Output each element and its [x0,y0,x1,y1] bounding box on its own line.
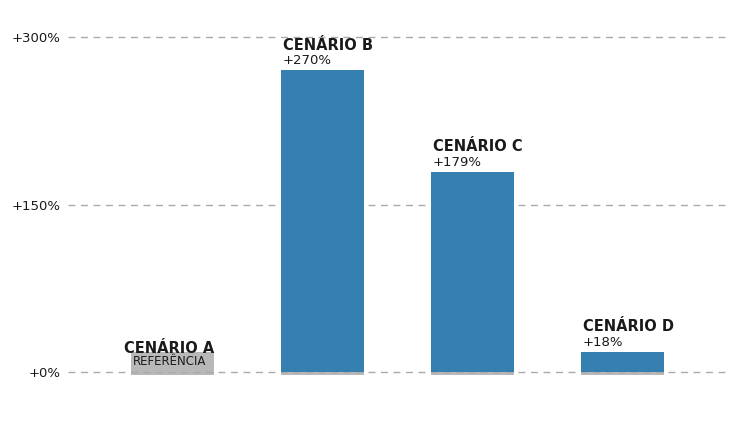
Bar [131,352,214,375]
Bar [581,352,664,375]
Text: CENÁRIO A: CENÁRIO A [124,341,214,357]
Text: +179%: +179% [433,156,482,169]
Bar [431,352,514,375]
Bar [281,352,364,375]
Text: CENÁRIO C: CENÁRIO C [433,139,523,154]
Text: +270%: +270% [283,54,332,67]
Text: REFERÊNCIA: REFERÊNCIA [133,354,206,368]
Text: +18%: +18% [583,335,623,349]
Bar [281,70,364,372]
Text: CENÁRIO B: CENÁRIO B [283,38,373,53]
Text: CENÁRIO D: CENÁRIO D [583,319,674,334]
Bar [581,352,664,372]
Bar [431,172,514,372]
